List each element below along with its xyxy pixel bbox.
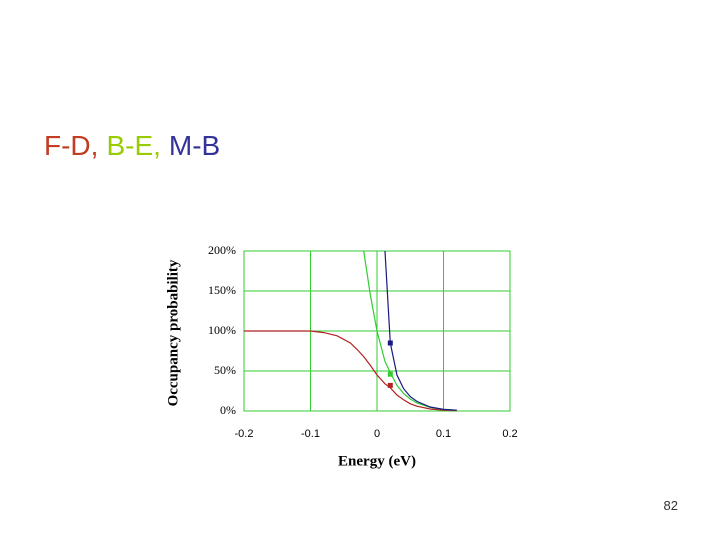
x-tick-label: -0.2 xyxy=(235,428,254,440)
x-tick-label: 0.2 xyxy=(502,428,517,440)
y-axis-label: Occupancy probability xyxy=(165,259,181,406)
x-tick-label: 0.1 xyxy=(436,428,451,440)
point-marker xyxy=(387,340,393,346)
y-tick-label: 50% xyxy=(214,363,236,377)
series-line xyxy=(384,250,457,411)
x-tick-label: 0 xyxy=(374,428,380,440)
y-tick-label: 200% xyxy=(208,243,236,257)
title-part: M-B xyxy=(168,130,221,161)
x-axis-label: Energy (eV) xyxy=(338,453,416,469)
title-part: F-D, xyxy=(44,130,99,161)
y-tick-label: 100% xyxy=(208,323,236,337)
page-number: 82 xyxy=(663,498,678,513)
y-tick-label: 150% xyxy=(208,283,236,297)
x-tick-label: -0.1 xyxy=(301,428,320,440)
series-line xyxy=(244,330,457,412)
title-part: B-E, xyxy=(106,130,161,161)
y-tick-label: 0% xyxy=(220,403,236,417)
point-marker xyxy=(387,371,393,377)
slide-title: F-D, B-E, M-B xyxy=(44,130,228,162)
point-marker xyxy=(387,382,393,388)
